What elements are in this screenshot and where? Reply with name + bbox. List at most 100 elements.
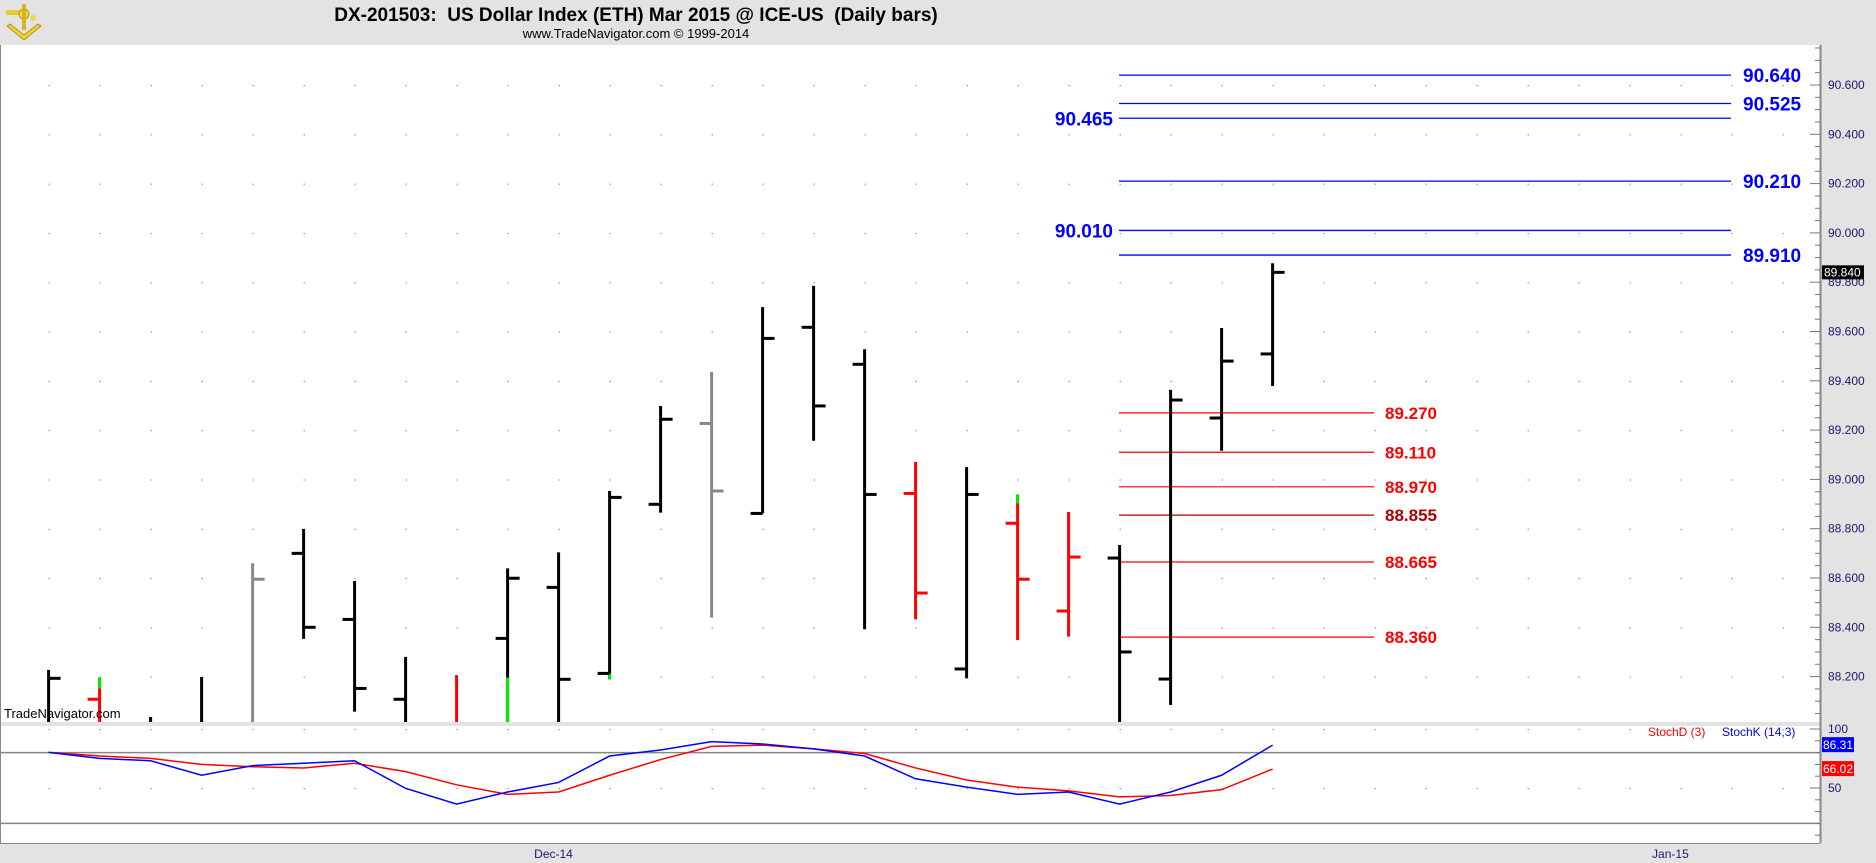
grid-dot [1680,627,1682,629]
grid-dot [864,232,866,235]
ohlc-bar[interactable] [597,490,622,680]
grid-dot [456,183,458,185]
grid-dot [252,788,254,790]
grid-dot [1170,134,1172,136]
stoch-panel[interactable] [0,726,1820,843]
ohlc-bar[interactable] [47,669,61,722]
grid-dot [1680,85,1682,87]
ohlc-bar[interactable] [852,349,877,630]
grid-dot [1578,183,1580,185]
grid-dot [1629,282,1631,284]
ohlc-bar[interactable] [251,563,265,722]
ohlc-bar[interactable] [1209,328,1234,451]
resistance-label: 89.910 [1743,246,1801,267]
ohlc-bar[interactable] [1158,389,1183,705]
y-tick-label: 89.600 [1828,325,1865,339]
grid-dot [558,788,560,790]
ohlc-bar[interactable] [342,580,367,712]
grid-dot [507,282,509,284]
grid-dot [456,528,458,530]
grid-dot [1731,282,1733,284]
grid-dot [405,282,407,284]
grid-dot [1323,331,1325,333]
grid-dot [660,676,662,678]
grid-dot [1527,788,1529,790]
grid-dot [1374,232,1376,235]
grid-dot [1425,627,1427,629]
grid-dot [1476,282,1478,284]
grid-dot [558,331,560,333]
support-label: 88.855 [1385,506,1437,525]
grid-dot [303,729,305,731]
grid-dot [150,232,152,235]
grid-dot [558,232,560,235]
ohlc-bar[interactable] [1005,494,1030,641]
grid-dot [201,85,203,87]
ohlc-bar[interactable] [801,285,826,441]
grid-dot [1425,430,1427,432]
grid-dot [762,232,764,235]
grid-dot [558,134,560,136]
grid-dot [660,85,662,87]
ohlc-bar[interactable] [291,528,316,639]
grid-dot [99,430,101,432]
grid-dot [864,134,866,136]
grid-dot [99,380,101,382]
legend-stoch-k: StochK (14,3) [1722,725,1795,739]
grid-dot [354,331,356,333]
ohlc-bar[interactable] [699,371,724,618]
stoch-k-value-box [1822,737,1854,753]
ohlc-bar[interactable] [393,656,408,722]
ohlc-bar[interactable] [750,307,775,515]
grid-dot [1119,430,1121,432]
price-panel[interactable] [0,45,1820,722]
ohlc-bar[interactable] [546,552,571,722]
grid-dot [150,85,152,87]
grid-dot [1221,134,1223,136]
grid-dot [354,380,356,382]
grid-dot [609,85,611,87]
grid-dot [1272,578,1274,580]
grid-dot [609,729,611,731]
grid-dot [201,380,203,382]
grid-dot [915,676,917,678]
grid-dot [1629,528,1631,530]
ohlc-bar[interactable] [648,405,673,513]
panel-separator[interactable] [0,722,1820,726]
stoch-d-value: 66.02 [1823,762,1853,776]
grid-dot [507,331,509,333]
ohlc-bar[interactable] [87,677,102,722]
grid-dot [1425,479,1427,481]
grid-dot [1476,430,1478,432]
grid-dot [1068,331,1070,333]
y-tick-label: 90.400 [1828,127,1865,141]
grid-dot [558,729,560,731]
grid-dot [201,331,203,333]
y-tick-label: 90.000 [1828,226,1865,240]
grid-dot [150,528,152,530]
grid-dot [1272,134,1274,136]
ohlc-bar[interactable] [954,467,979,679]
grid-dot [1170,788,1172,790]
grid-dot [48,85,50,87]
grid-dot [1578,528,1580,530]
grid-dot [1731,134,1733,136]
stoch-k-value: 86.31 [1823,738,1853,752]
sextant-icon [6,4,42,41]
grid-dot [303,380,305,382]
grid-dot [711,729,713,731]
grid-dot [915,430,917,432]
grid-dot [711,232,713,235]
grid-dot [966,85,968,87]
grid-dot [1221,232,1223,235]
grid-dot [813,85,815,87]
ohlc-bar[interactable] [903,461,928,620]
grid-dot [303,183,305,185]
ohlc-bar[interactable] [1056,511,1081,637]
grid-dot [1221,729,1223,731]
ohlc-bar[interactable] [1107,544,1132,722]
ohlc-bar[interactable] [495,568,520,722]
ohlc-bar[interactable] [1260,263,1285,386]
grid-dot [1323,578,1325,580]
grid-dot [813,282,815,284]
